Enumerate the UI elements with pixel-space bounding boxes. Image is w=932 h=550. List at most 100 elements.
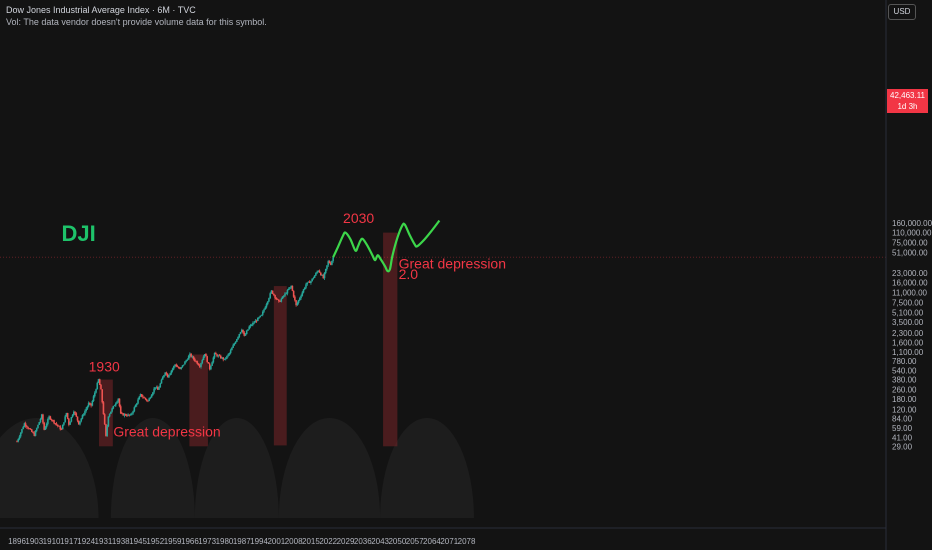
candle-body[interactable] [148, 398, 150, 402]
candle-body[interactable] [140, 394, 143, 397]
candle-body[interactable] [190, 353, 192, 357]
candle-body[interactable] [59, 426, 62, 430]
candle-body[interactable] [154, 387, 157, 389]
candle-body[interactable] [180, 367, 183, 369]
candle-body[interactable] [144, 397, 147, 400]
candle-body[interactable] [186, 359, 189, 361]
candle-body[interactable] [43, 422, 45, 430]
candle-body[interactable] [300, 295, 302, 299]
candle-body[interactable] [291, 285, 294, 291]
candle-body[interactable] [29, 428, 32, 430]
candle-body[interactable] [38, 422, 41, 425]
candle-body[interactable] [317, 270, 320, 272]
candle-body[interactable] [160, 379, 163, 384]
candle-body[interactable] [282, 295, 285, 297]
candle-body[interactable] [176, 366, 179, 368]
candle-body[interactable] [24, 423, 27, 426]
candle-body[interactable] [122, 413, 125, 416]
candle-body[interactable] [107, 416, 110, 427]
candle-body[interactable] [69, 421, 71, 425]
candle-body[interactable] [179, 368, 181, 370]
candle-body[interactable] [85, 408, 87, 412]
forecast-curve[interactable] [332, 219, 441, 273]
candle-body[interactable] [197, 363, 200, 366]
candle-body[interactable] [285, 293, 288, 295]
candle-body[interactable] [163, 375, 165, 378]
candle-body[interactable] [54, 423, 57, 425]
candle-body[interactable] [26, 425, 28, 428]
candle-body[interactable] [210, 365, 212, 370]
candle-body[interactable] [287, 288, 290, 290]
candle-body[interactable] [195, 360, 197, 362]
candle-body[interactable] [247, 329, 249, 331]
candle-body[interactable] [263, 309, 265, 312]
candle-body[interactable] [332, 257, 334, 261]
candle-body[interactable] [47, 419, 49, 424]
candle-body[interactable] [40, 414, 43, 419]
candle-body[interactable] [219, 355, 222, 359]
candle-body[interactable] [273, 293, 275, 296]
candle-body[interactable] [139, 394, 142, 397]
candle-body[interactable] [257, 317, 259, 322]
candle-body[interactable] [321, 275, 323, 276]
candle-body[interactable] [284, 293, 286, 296]
candle-body[interactable] [221, 357, 223, 359]
candle-body[interactable] [232, 345, 234, 348]
candle-body[interactable] [171, 368, 174, 371]
candle-body[interactable] [226, 355, 228, 359]
candle-body[interactable] [242, 329, 244, 333]
candle-body[interactable] [281, 296, 284, 299]
candle-body[interactable] [313, 275, 316, 278]
candle-body[interactable] [58, 425, 60, 427]
candle-body[interactable] [111, 408, 113, 412]
candle-body[interactable] [244, 334, 247, 336]
candle-body[interactable] [74, 411, 76, 414]
candle-body[interactable] [184, 361, 186, 365]
candle-body[interactable] [101, 389, 104, 403]
candle-body[interactable] [182, 364, 185, 366]
candle-body[interactable] [153, 388, 155, 393]
candles[interactable] [16, 255, 334, 443]
candle-body[interactable] [294, 296, 296, 301]
candle-body[interactable] [71, 414, 74, 418]
candle-body[interactable] [170, 370, 173, 374]
candle-body[interactable] [103, 414, 106, 425]
candle-body[interactable] [35, 428, 38, 431]
candle-body[interactable] [39, 418, 42, 423]
candle-body[interactable] [127, 414, 129, 416]
candle-body[interactable] [108, 413, 111, 417]
candle-body[interactable] [166, 373, 169, 378]
candle-body[interactable] [189, 353, 191, 357]
candle-body[interactable] [100, 384, 102, 390]
candle-body[interactable] [86, 406, 89, 409]
candle-body[interactable] [77, 420, 80, 425]
candle-body[interactable] [323, 272, 326, 279]
candle-body[interactable] [137, 399, 139, 404]
price-axis[interactable]: 29.0041.0059.0084.00120.00180.00260.0038… [885, 0, 932, 550]
candle-body[interactable] [164, 372, 166, 376]
candle-body[interactable] [23, 423, 26, 428]
candle-body[interactable] [128, 414, 131, 416]
candle-body[interactable] [87, 403, 90, 407]
candle-body[interactable] [56, 424, 59, 426]
candle-body[interactable] [238, 334, 241, 337]
candle-body[interactable] [49, 416, 52, 420]
candle-body[interactable] [270, 290, 273, 294]
candle-body[interactable] [28, 428, 31, 430]
candle-body[interactable] [133, 407, 136, 412]
candle-body[interactable] [112, 405, 115, 409]
candle-body[interactable] [92, 396, 95, 402]
candle-body[interactable] [239, 331, 242, 335]
candle-body[interactable] [207, 362, 210, 364]
candle-body[interactable] [134, 404, 137, 408]
candle-body[interactable] [213, 352, 216, 358]
candle-body[interactable] [311, 278, 313, 282]
candle-body[interactable] [113, 405, 116, 407]
candle-body[interactable] [326, 265, 328, 269]
candle-body[interactable] [150, 395, 153, 398]
candle-body[interactable] [119, 406, 122, 414]
candle-body[interactable] [324, 268, 327, 273]
candle-body[interactable] [229, 350, 232, 354]
candle-body[interactable] [173, 366, 175, 369]
